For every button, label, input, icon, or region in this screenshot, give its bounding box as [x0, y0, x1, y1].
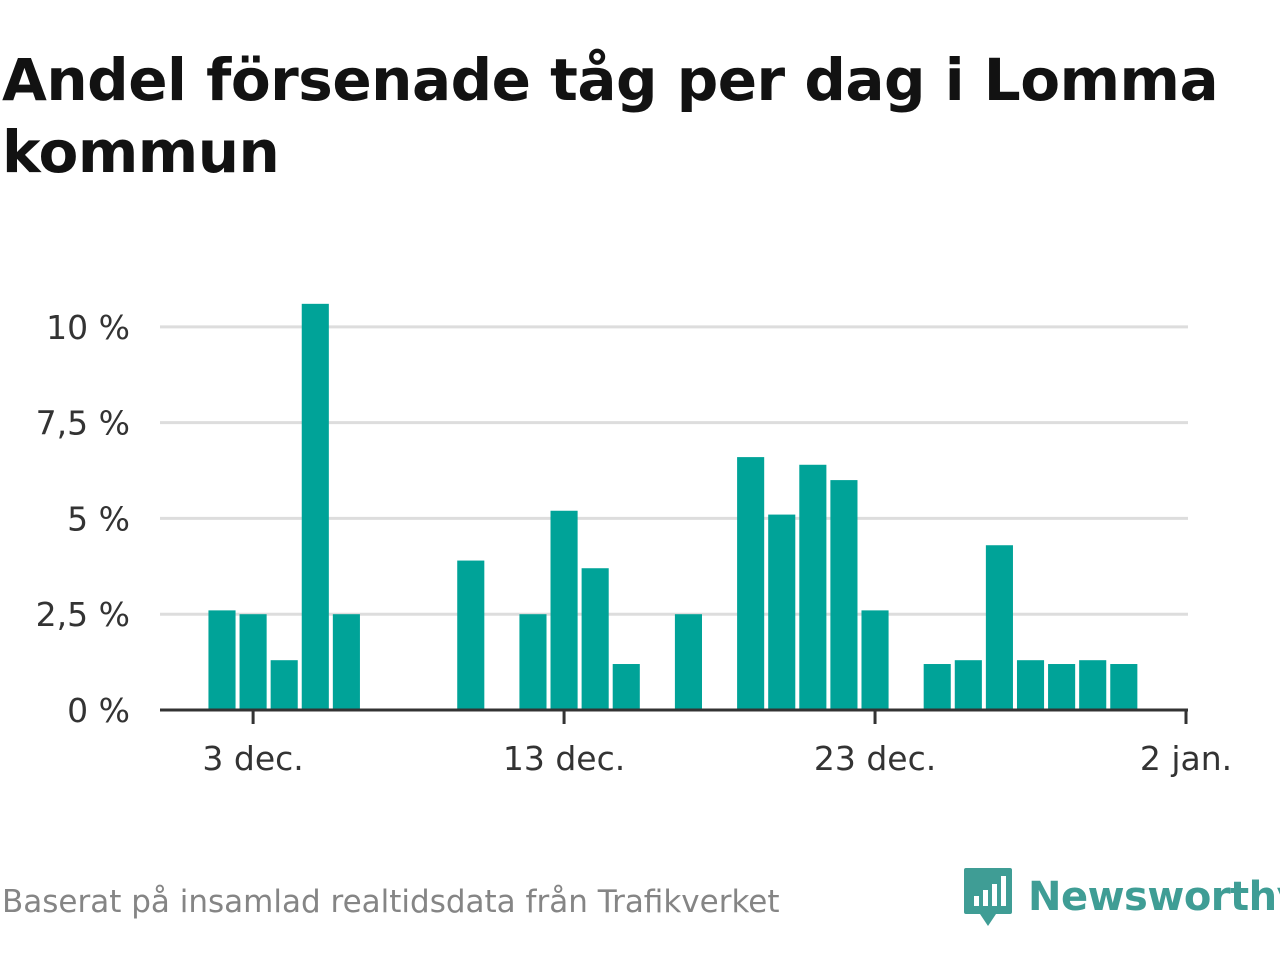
bar — [954, 660, 982, 710]
y-tick-label: 10 % — [46, 308, 130, 347]
bar — [239, 614, 267, 710]
bar — [923, 664, 951, 710]
page-title: Andel försenade tåg per dag i Lomma komm… — [2, 46, 1219, 186]
bars — [208, 303, 1138, 710]
bar — [581, 568, 609, 710]
source-note: Baserat på insamlad realtidsdata från Tr… — [2, 884, 780, 920]
bar — [612, 664, 640, 710]
bar — [1110, 664, 1138, 710]
newsworthy-logo-icon — [964, 868, 1012, 926]
bar — [208, 610, 236, 710]
x-tick-label: 3 dec. — [202, 739, 303, 778]
y-axis-ticks: 0 % 2,5 % 5 % 7,5 % 10 % — [36, 308, 130, 730]
bar — [457, 560, 485, 710]
bar — [674, 614, 702, 710]
bar — [985, 545, 1013, 710]
brand-name: Newsworthy — [1028, 874, 1280, 920]
y-tick-label: 5 % — [67, 499, 130, 538]
bar — [1016, 660, 1045, 710]
bar — [799, 464, 827, 710]
brand: Newsworthy — [962, 862, 1280, 932]
bar — [550, 510, 578, 710]
y-tick-label: 0 % — [67, 691, 130, 730]
bar — [1079, 660, 1107, 710]
gridlines — [160, 325, 1188, 616]
x-tick-label: 13 dec. — [503, 739, 625, 778]
bar — [519, 614, 547, 710]
bar — [861, 610, 889, 710]
bar — [270, 660, 298, 710]
bar — [737, 457, 765, 710]
x-tick-label: 2 jan. — [1140, 739, 1232, 778]
x-axis-ticks: 3 dec. 13 dec. 23 dec. 2 jan. — [202, 710, 1232, 778]
bar — [830, 480, 858, 710]
bar — [1048, 664, 1076, 710]
bar — [301, 303, 329, 710]
y-tick-label: 2,5 % — [36, 595, 130, 634]
bar — [768, 514, 796, 710]
bar — [332, 614, 360, 710]
x-tick-label: 23 dec. — [814, 739, 936, 778]
y-tick-label: 7,5 % — [36, 404, 130, 443]
